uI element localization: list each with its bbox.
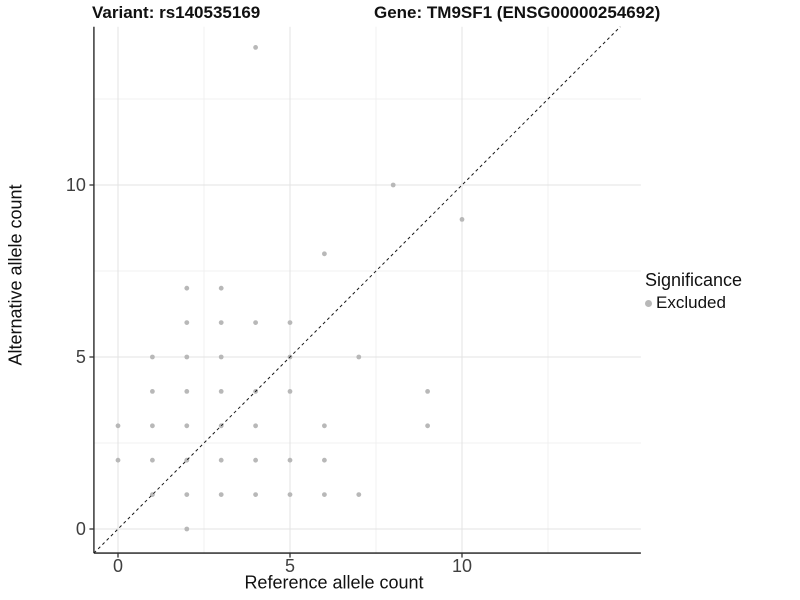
data-point: [184, 389, 190, 394]
data-point: [253, 320, 258, 325]
gridlines-minor: [93, 26, 641, 554]
data-point: [253, 492, 258, 497]
legend-item-label: Excluded: [656, 293, 726, 312]
data-point: [253, 457, 258, 463]
data-point: [390, 182, 396, 188]
plot-title-variant: Variant: rs140535169: [92, 3, 261, 22]
data-point: [150, 389, 155, 394]
data-point: [115, 457, 121, 463]
plot-title-gene: Gene: TM9SF1 (ENSG00000254692): [374, 3, 661, 22]
data-point: [459, 217, 465, 222]
axis-tick-labels: 0 5 10 0 5 10: [66, 175, 472, 576]
data-point: [356, 492, 362, 497]
x-axis-title: Reference allele count: [244, 572, 424, 593]
x-tick-label: 0: [113, 556, 123, 576]
data-point: [322, 251, 327, 257]
data-point: [115, 423, 121, 429]
y-tick-label: 0: [76, 519, 86, 539]
x-tick-label: 5: [285, 556, 295, 576]
data-point: [253, 423, 258, 429]
data-point: [425, 423, 430, 429]
data-point: [356, 354, 362, 360]
legend: Significance Excluded: [645, 270, 742, 313]
identity-dashed-line: [93, 26, 621, 554]
data-point: [322, 492, 327, 497]
axis-tick-marks: [89, 184, 463, 558]
data-point: [287, 389, 293, 394]
data-point: [425, 389, 430, 394]
data-point: [218, 354, 224, 360]
data-point: [150, 354, 155, 360]
data-point: [322, 423, 327, 429]
data-point: [184, 423, 190, 429]
x-tick-label: 10: [452, 556, 472, 576]
data-point: [184, 285, 190, 291]
data-point: [322, 457, 327, 463]
legend-item-excluded: Excluded: [645, 293, 742, 313]
data-point: [150, 423, 155, 429]
data-point: [184, 320, 190, 325]
data-point: [184, 492, 190, 497]
gridlines-major: [93, 26, 641, 554]
scatter-points-layer: [115, 45, 465, 532]
data-point: [218, 492, 224, 497]
data-point: [218, 389, 224, 394]
data-point: [218, 320, 224, 325]
data-point: [287, 457, 293, 463]
y-tick-label: 10: [66, 175, 86, 195]
data-point: [218, 285, 224, 291]
data-point: [150, 457, 155, 463]
data-point: [184, 526, 190, 532]
legend-point-icon: [645, 299, 652, 307]
data-point: [253, 45, 258, 50]
data-point: [184, 354, 190, 360]
legend-title: Significance: [645, 270, 743, 290]
data-point: [287, 492, 293, 497]
y-axis-title: Alternative allele count: [5, 184, 26, 366]
data-point: [287, 320, 293, 325]
data-point: [218, 457, 224, 463]
y-tick-label: 5: [76, 347, 86, 367]
